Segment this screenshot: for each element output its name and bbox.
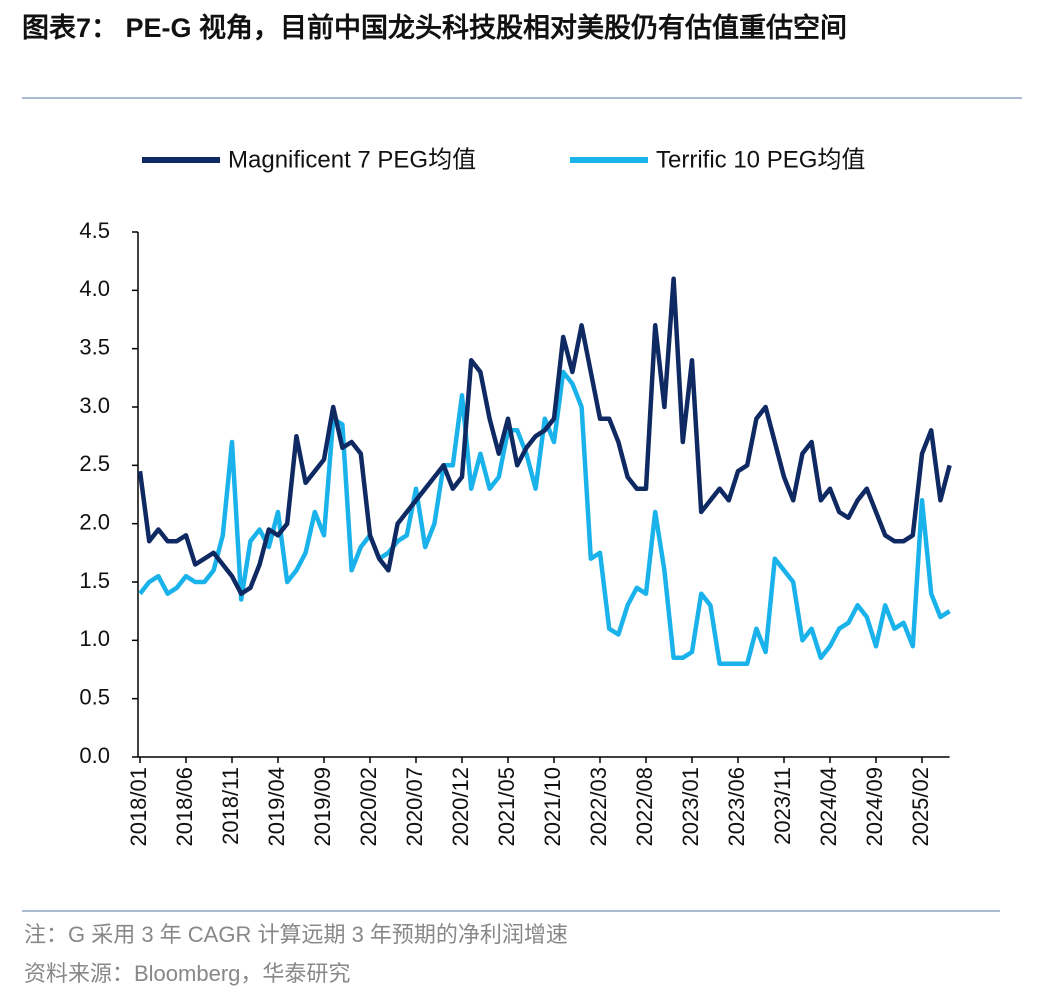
y-tick-label: 3.5 (79, 334, 110, 359)
y-tick-label: 4.5 (79, 218, 110, 243)
x-tick-label: 2021/05 (494, 767, 519, 847)
x-tick-label: 2025/02 (908, 767, 933, 847)
y-tick-label: 2.5 (79, 451, 110, 476)
y-tick-label: 0.5 (79, 684, 110, 709)
x-tick-label: 2023/01 (678, 767, 703, 847)
y-tick-label: 1.0 (79, 626, 110, 651)
series-line (137, 276, 952, 596)
legend-label: Terrific 10 PEG均值 (656, 146, 865, 173)
x-tick-label: 2021/10 (540, 767, 565, 847)
x-tick-label: 2019/09 (310, 767, 335, 847)
x-tick-label: 2018/11 (218, 767, 243, 845)
y-tick-label: 3.0 (79, 393, 110, 418)
x-tick-label: 2018/01 (126, 767, 151, 847)
x-tick-label: 2020/02 (356, 767, 381, 847)
x-tick-label: 2024/09 (862, 767, 887, 847)
x-tick-label: 2022/08 (632, 767, 657, 847)
source: 资料来源：Bloomberg，华泰研究 (24, 961, 350, 986)
y-tick-label: 1.5 (79, 568, 110, 593)
x-tick-label: 2020/07 (402, 767, 427, 847)
y-tick-label: 0.0 (79, 743, 110, 768)
series-line (138, 369, 951, 666)
note: 注：G 采用 3 年 CAGR 计算远期 3 年预期的净利润增速 (24, 922, 568, 947)
x-tick-label: 2020/12 (448, 767, 473, 847)
chart-title: 图表7： PE-G 视角，目前中国龙头科技股相对美股仍有估值重估空间 (22, 12, 847, 43)
legend-label: Magnificent 7 PEG均值 (228, 146, 476, 173)
x-tick-label: 2023/11 (770, 767, 795, 845)
x-tick-label: 2023/06 (724, 767, 749, 847)
x-tick-label: 2022/03 (586, 767, 611, 847)
y-tick-label: 2.0 (79, 509, 110, 534)
x-tick-label: 2019/04 (264, 767, 289, 847)
x-tick-label: 2024/04 (816, 767, 841, 847)
x-tick-label: 2018/06 (172, 767, 197, 847)
y-tick-label: 4.0 (79, 276, 110, 301)
